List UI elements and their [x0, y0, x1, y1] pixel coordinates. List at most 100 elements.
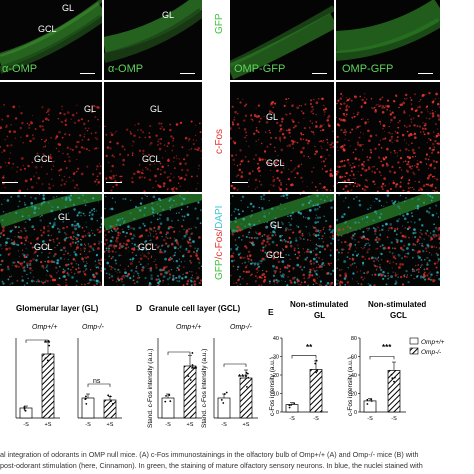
y-tick-label: 40: [273, 336, 279, 342]
cell-dot: [33, 207, 37, 210]
cell-dot: [93, 207, 96, 210]
cell-dot: [188, 278, 190, 280]
cell-dot: [343, 221, 347, 225]
cell-dot: [73, 235, 75, 238]
data-point: [245, 371, 248, 374]
cell-dot: [377, 237, 381, 241]
cell-dot: [198, 236, 201, 239]
cell-dot: [376, 247, 379, 250]
cell-dot: [45, 139, 48, 141]
cell-dot: [75, 263, 78, 265]
cell-dot: [434, 186, 437, 189]
cell-dot: [168, 244, 171, 247]
cell-dot: [292, 143, 294, 145]
cell-dot: [237, 174, 240, 177]
data-point: [165, 395, 167, 397]
cell-dot: [336, 141, 339, 144]
cell-dot: [184, 136, 188, 140]
cell-dot: [121, 244, 125, 247]
cell-dot: [295, 239, 298, 242]
cell-dot: [41, 214, 43, 217]
cell-dot: [176, 280, 178, 282]
cell-dot: [276, 121, 279, 125]
cell-dot: [277, 280, 280, 283]
cell-dot: [410, 118, 413, 121]
cell-dot: [322, 241, 324, 243]
cell-dot: [269, 104, 272, 106]
cell-dot: [433, 148, 435, 151]
cell-dot: [312, 278, 316, 282]
cell-dot: [382, 127, 384, 130]
cell-dot: [342, 188, 345, 191]
cell-dot: [279, 140, 282, 142]
cell-dot: [61, 179, 64, 182]
cell-dot: [51, 225, 55, 229]
cell-dot: [161, 157, 164, 159]
cell-dot: [248, 172, 252, 175]
cell-dot: [237, 246, 239, 248]
cell-dot: [319, 216, 322, 219]
cell-dot: [95, 210, 97, 212]
cell-dot: [284, 280, 286, 282]
cell-dot: [426, 263, 429, 266]
cell-dot: [14, 117, 18, 120]
cell-dot: [312, 112, 314, 115]
cell-dot: [96, 282, 98, 285]
cell-dot: [270, 207, 274, 211]
cell-dot: [405, 99, 407, 101]
cell-dot: [316, 256, 318, 259]
cell-dot: [10, 144, 13, 147]
cell-dot: [58, 216, 61, 219]
cell-dot: [391, 200, 393, 202]
cell-dot: [237, 265, 240, 269]
cell-dot: [286, 145, 289, 147]
cell-dot: [75, 145, 78, 149]
cell-dot: [424, 199, 426, 201]
cell-dot: [82, 260, 85, 263]
cell-dot: [298, 104, 301, 107]
cell-dot: [234, 207, 237, 211]
cell-dot: [397, 254, 401, 257]
cell-dot: [266, 235, 270, 238]
cell-dot: [281, 117, 284, 121]
cell-dot: [188, 148, 190, 151]
cell-dot: [82, 147, 86, 150]
cell-dot: [248, 236, 251, 239]
cell-dot: [163, 250, 166, 253]
cell-dot: [344, 220, 348, 223]
cell-dot: [242, 195, 244, 198]
cell-dot: [277, 260, 281, 264]
cell-dot: [115, 240, 117, 242]
cell-dot: [6, 144, 9, 147]
cell-dot: [349, 257, 351, 260]
cell-dot: [322, 139, 324, 142]
cell-dot: [4, 161, 7, 164]
cell-dot: [426, 234, 428, 236]
cell-dot: [247, 185, 250, 188]
panel-letter-e: E: [268, 307, 274, 317]
cell-dot: [70, 245, 72, 247]
cell-dot: [367, 249, 369, 251]
cell-dot: [414, 244, 417, 246]
cell-dot: [274, 162, 278, 165]
cell-dot: [26, 264, 29, 267]
cell-dot: [75, 237, 79, 241]
cell-dot: [354, 148, 357, 151]
cell-dot: [277, 252, 280, 256]
cell-dot: [169, 129, 172, 132]
cell-dot: [337, 279, 340, 282]
cell-dot: [356, 143, 360, 146]
cell-dot: [260, 175, 262, 177]
cell-dot: [146, 195, 148, 197]
cell-dot: [327, 116, 330, 119]
cell-dot: [145, 244, 148, 247]
cell-dot: [367, 158, 370, 162]
cell-dot: [321, 128, 325, 132]
cell-dot: [177, 268, 181, 271]
cell-dot: [55, 147, 57, 150]
cell-dot: [380, 160, 383, 163]
cell-dot: [436, 114, 440, 117]
cell-dot: [129, 258, 132, 261]
cell-dot: [172, 139, 175, 142]
cell-dot: [148, 231, 151, 233]
